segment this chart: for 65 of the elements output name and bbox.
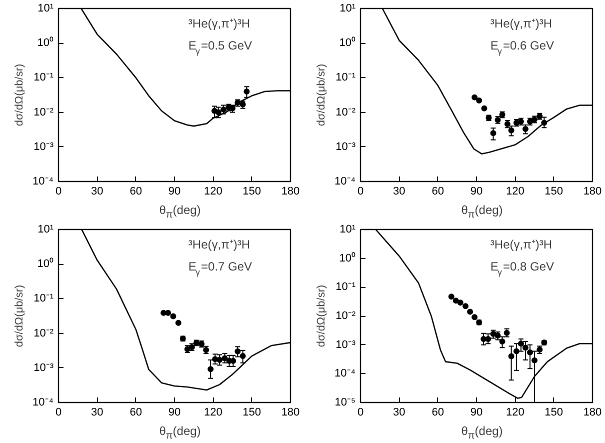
y-tick-label: 10⁻² [34, 106, 54, 118]
y-tick-label: 10¹ [340, 2, 356, 14]
x-tick-label: 180 [583, 186, 602, 198]
y-tick-label: 10⁻³ [34, 362, 54, 374]
y-tick-label: 10⁻⁴ [32, 396, 54, 408]
x-tick-label: 120 [204, 186, 222, 198]
y-tick-label: 10⁻¹ [34, 72, 54, 84]
x-tick-label: 120 [506, 186, 524, 198]
y-tick-label: 10⁻⁴ [334, 176, 356, 188]
annotation: ³He(γ,π⁺)³H [188, 16, 250, 30]
y-tick-label: 10⁻³ [34, 140, 54, 153]
y-tick-label: 10⁻³ [336, 338, 356, 351]
x-tick-label: 150 [242, 186, 262, 198]
annotation: ³He(γ,π⁺)³H [490, 16, 552, 30]
x-tick-label: 120 [506, 406, 524, 418]
x-tick-label: 120 [204, 406, 222, 418]
y-tick-label: 10¹ [38, 224, 54, 236]
x-axis-title: θ$_{π}$(deg) [159, 424, 201, 443]
x-tick-label: 180 [281, 406, 300, 418]
y-axis-title: dσ/dΩ(μb/sr) [14, 284, 26, 348]
x-tick-label: 60 [432, 406, 444, 418]
x-tick-label: 30 [393, 186, 406, 198]
y-tick-label: 10⁻² [336, 310, 356, 322]
x-tick-label: 90 [168, 186, 181, 198]
x-tick-label: 180 [281, 186, 300, 198]
y-tick-label: 10¹ [38, 2, 54, 14]
y-tick-label: 10⁻¹ [336, 72, 356, 84]
x-tick-label: 90 [470, 406, 483, 418]
x-tick-label: 150 [544, 406, 564, 418]
x-tick-label: 90 [168, 406, 181, 418]
x-axis-title: θ$_{π}$(deg) [461, 203, 503, 222]
x-tick-label: 0 [55, 406, 62, 418]
x-tick-label: 0 [357, 186, 364, 198]
y-tick-label: 10⁻⁵ [334, 396, 356, 408]
y-tick-label: 10⁻² [336, 106, 356, 118]
annotation: ³He(γ,π⁺)³H [490, 238, 552, 252]
y-axis-title: dσ/dΩ(μb/sr) [316, 64, 328, 126]
x-tick-label: 30 [91, 186, 104, 198]
y-axis-title: dσ/dΩ(μb/sr) [14, 64, 26, 126]
x-tick-label: 0 [55, 186, 62, 198]
x-axis-title: θ$_{π}$(deg) [159, 203, 201, 222]
y-tick-label: 10⁰ [339, 36, 356, 50]
x-tick-label: 90 [470, 186, 483, 198]
x-tick-label: 30 [393, 406, 406, 418]
x-tick-label: 60 [130, 186, 142, 198]
y-tick-label: 10⁰ [339, 251, 356, 264]
y-tick-label: 10⁻² [34, 327, 54, 340]
y-tick-label: 10⁰ [37, 36, 54, 50]
x-tick-label: 60 [432, 186, 444, 198]
x-tick-label: 30 [91, 406, 104, 418]
x-axis-title: θ$_{π}$(deg) [461, 424, 503, 443]
x-tick-label: 60 [130, 406, 142, 418]
x-tick-label: 150 [242, 406, 262, 418]
x-tick-label: 150 [544, 186, 564, 198]
y-axis-title: dσ/dΩ(μb/sr) [316, 284, 328, 348]
x-tick-label: 180 [583, 406, 602, 418]
y-tick-label: 10⁻¹ [336, 281, 356, 294]
y-tick-label: 10⁻⁴ [32, 176, 54, 188]
x-tick-label: 0 [357, 406, 364, 418]
y-tick-label: 10¹ [340, 224, 356, 236]
annotation: ³He(γ,π⁺)³H [188, 238, 250, 252]
y-tick-label: 10⁰ [37, 257, 54, 270]
y-tick-label: 10⁻⁴ [334, 368, 356, 380]
y-tick-label: 10⁻³ [336, 140, 356, 153]
y-tick-label: 10⁻¹ [34, 292, 54, 305]
